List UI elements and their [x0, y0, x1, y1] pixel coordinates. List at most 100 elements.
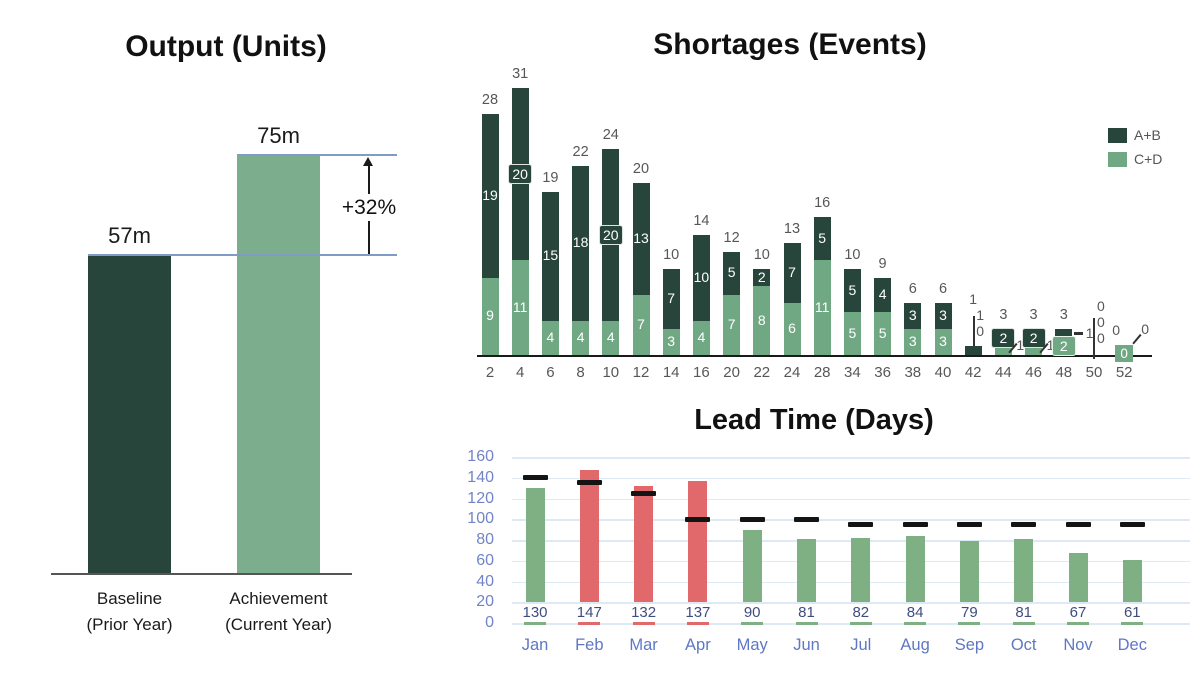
shortages-tick-label: 52: [1115, 364, 1133, 381]
target-marker: [522, 475, 548, 481]
shortages-total-label: 3: [1059, 307, 1068, 324]
callout-label: 0: [976, 323, 984, 339]
segment-ab: [692, 234, 710, 321]
shortages-tick-label: 50: [1085, 364, 1103, 381]
segment-value-label: 18: [572, 234, 589, 251]
shortages-total-label: 10: [844, 247, 861, 263]
month-label: Nov: [1063, 636, 1093, 654]
lead-value-underline: [524, 621, 546, 625]
lead-value-underline: [741, 621, 764, 625]
shortages-tick-label: 44: [995, 364, 1012, 381]
output-bar-value-label: 57m: [108, 223, 151, 249]
segment-ab: [843, 269, 861, 312]
month-label: Apr: [685, 636, 711, 654]
lead-bar: [1122, 559, 1142, 603]
month-label: Jun: [793, 636, 820, 654]
segment-value-badge: 2: [1051, 336, 1076, 357]
shortages-tick-label: 10: [602, 364, 620, 381]
lead-bar: [688, 480, 708, 603]
y-tick-label: 100: [467, 510, 494, 528]
legend-swatch-ab: [1108, 128, 1127, 143]
lead-bar: [525, 488, 545, 603]
delta-arrow-line-top: [368, 165, 370, 195]
segment-value-label: 5: [848, 324, 857, 341]
delta-arrow-line-bottom: [368, 221, 370, 255]
shortages-tick-label: 38: [904, 364, 922, 381]
gridline: [512, 540, 1190, 542]
lead-time-chart: Lead Time (Days) 0 20 40 60 80 100 120 140 160 13…: [0, 390, 1200, 675]
segment-cd: [572, 320, 590, 355]
legend-swatch-cd: [1108, 152, 1127, 167]
y-tick-label: 80: [476, 531, 494, 548]
segment-cd: [662, 329, 680, 355]
segment-value-label: 3: [908, 307, 917, 324]
segment-value-label: 7: [788, 264, 796, 281]
shortages-total-label: 10: [663, 247, 680, 263]
target-marker: [576, 480, 602, 486]
month-label: Jul: [850, 636, 872, 654]
lead-bar: [579, 470, 599, 603]
gridline: [512, 498, 1190, 500]
segment-value-label: 2: [757, 268, 766, 285]
target-marker: [956, 521, 982, 527]
segment-ab: [541, 191, 559, 321]
target-marker: [631, 490, 657, 496]
segment-ab: [1055, 329, 1073, 338]
shortages-tick-label: 28: [813, 364, 831, 381]
y-tick-label: 140: [467, 468, 494, 486]
gridline: [512, 457, 1190, 459]
target-marker: [1011, 521, 1037, 527]
lead-value-underline: [632, 621, 655, 625]
callout-label: 0: [1097, 314, 1105, 330]
segment-cd: [723, 294, 741, 355]
shortages-tick-label: 2: [485, 364, 495, 381]
shortages-events-chart: Shortages (Events) 2 28 9 19 4 31 11 20 6 19 4 15 8 2…: [477, 28, 1163, 381]
gridline: [512, 581, 1190, 583]
shortages-total-label: 31: [512, 66, 529, 83]
shortages-total-label: 16: [814, 195, 831, 212]
segment-ab: [481, 114, 499, 278]
lead-value-label: 79: [961, 604, 978, 621]
segment-value-label: 4: [878, 285, 887, 302]
lead-value-underline: [578, 621, 601, 625]
segment-value-label: 13: [633, 229, 649, 246]
lead-chart-title: Lead Time (Days): [694, 404, 934, 436]
segment-value-badge: 2: [991, 327, 1016, 348]
callout-line-vertical: [973, 316, 975, 346]
segment-ab: [783, 243, 801, 304]
output-bar-baseline: [88, 255, 171, 573]
legend-label-cd: C+D: [1134, 151, 1163, 167]
lead-value-underline: [795, 621, 818, 625]
callout-label: 0: [1097, 330, 1105, 346]
y-tick-label: 120: [467, 489, 494, 507]
y-tick-label: 60: [476, 551, 494, 569]
segment-ab: [723, 251, 741, 295]
segment-ab: [572, 165, 590, 321]
output-chart-title: Output (Units): [125, 30, 327, 63]
shortages-total-label: 19: [542, 169, 559, 186]
segment-cd: [692, 320, 710, 355]
legend-label-ab: A+B: [1134, 127, 1161, 143]
gridline: [512, 519, 1190, 521]
month-label: Aug: [900, 636, 930, 654]
segment-cd-badge: 0: [1115, 345, 1134, 362]
lead-value-label: 130: [522, 604, 548, 621]
month-label: Feb: [575, 636, 604, 654]
shortages-tick-label: 22: [753, 364, 771, 381]
target-marker: [1065, 521, 1091, 527]
segment-value-label: 5: [727, 264, 736, 281]
segment-value-badge: 20: [598, 224, 623, 245]
segment-value-label: 15: [542, 247, 559, 264]
lead-bar: [742, 529, 762, 603]
shortages-total-label: 6: [908, 281, 917, 298]
segment-cd: [843, 312, 861, 355]
output-category-label: Achievement (Current Year): [197, 586, 360, 638]
callout-line-slant: [1132, 333, 1142, 345]
shortages-chart-title: Shortages (Events): [653, 28, 927, 61]
lead-value-underline: [958, 621, 981, 625]
lead-bar: [905, 535, 925, 603]
segment-value-label: 5: [818, 229, 827, 246]
month-label: Sep: [954, 636, 985, 654]
lead-value-underline: [1012, 621, 1035, 625]
